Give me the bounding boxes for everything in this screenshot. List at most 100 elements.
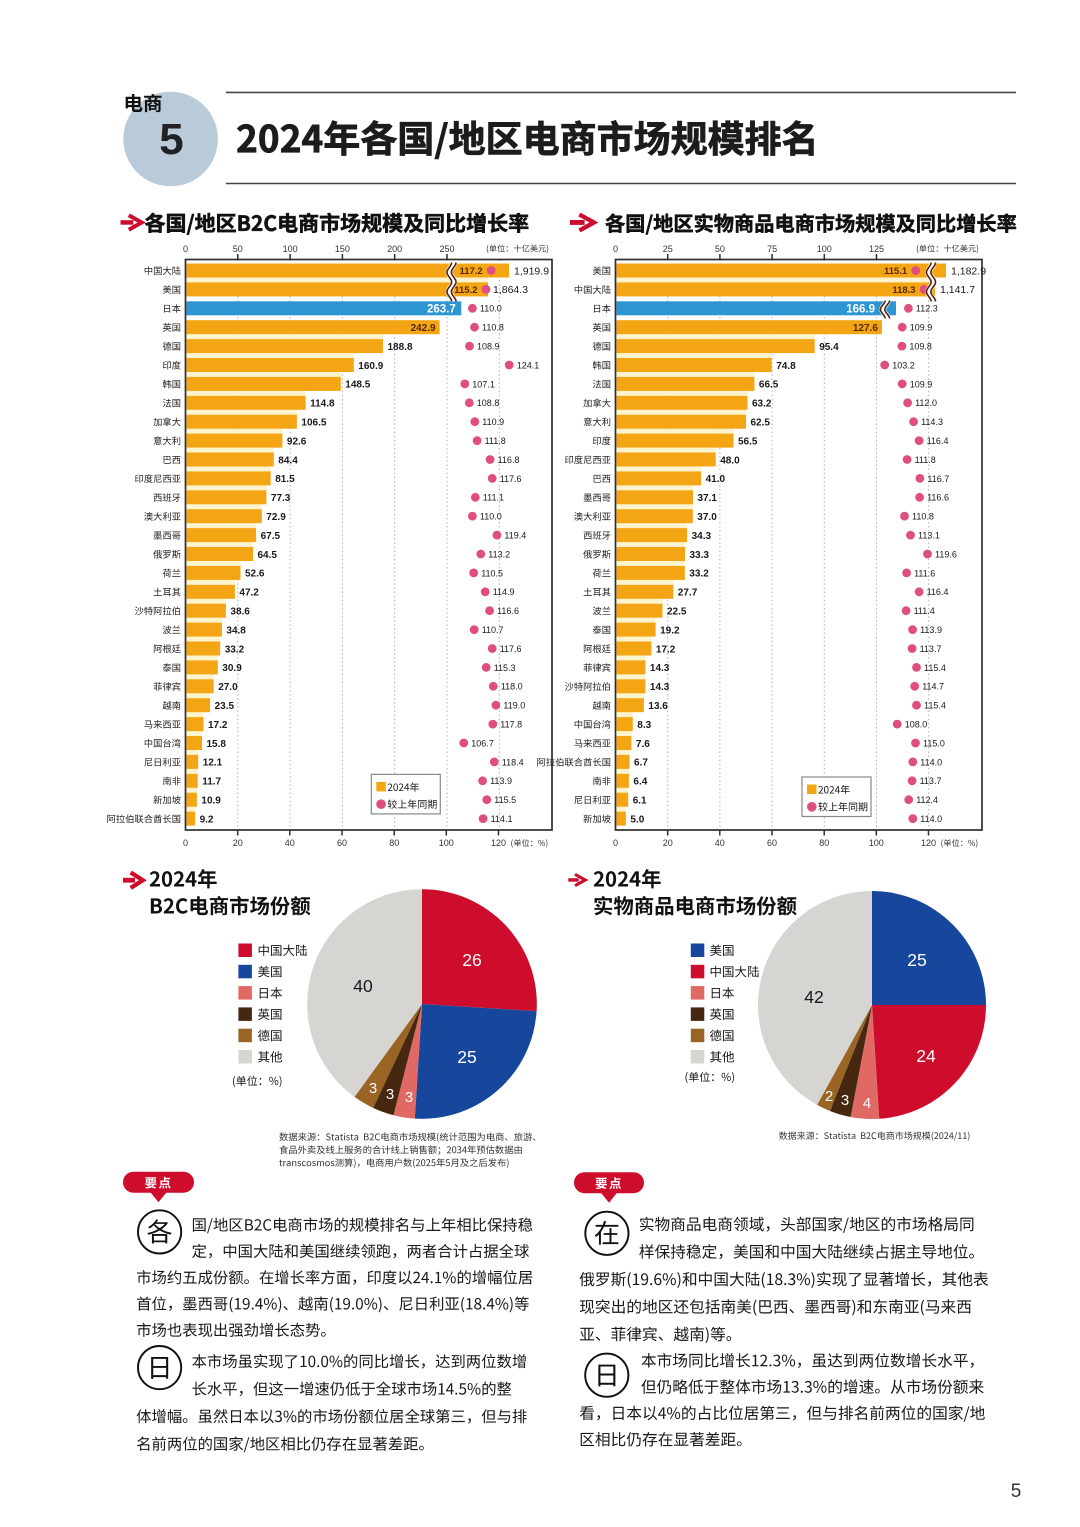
svg-text:4: 4 (863, 1095, 871, 1112)
svg-text:150: 150 (335, 244, 350, 254)
svg-text:34.8: 34.8 (226, 625, 246, 636)
svg-text:5: 5 (1011, 1481, 1022, 1502)
svg-text:114.3: 114.3 (921, 417, 943, 427)
svg-text:106.5: 106.5 (301, 418, 326, 429)
svg-text:118.0: 118.0 (501, 682, 523, 692)
svg-text:120: 120 (491, 838, 506, 848)
svg-text:112.4: 112.4 (916, 795, 938, 805)
svg-text:166.9: 166.9 (846, 304, 875, 316)
svg-text:242.9: 242.9 (411, 323, 436, 334)
svg-text:17.2: 17.2 (656, 644, 676, 655)
svg-text:117.2: 117.2 (459, 266, 482, 277)
svg-text:119.4: 119.4 (504, 531, 526, 541)
svg-text:1,182.9: 1,182.9 (951, 265, 986, 277)
svg-text:56.5: 56.5 (738, 436, 758, 447)
svg-text:110.8: 110.8 (912, 512, 934, 522)
svg-text:19.2: 19.2 (660, 625, 680, 636)
svg-text:50: 50 (233, 244, 243, 254)
svg-text:188.8: 188.8 (388, 342, 413, 353)
svg-text:116.6: 116.6 (927, 493, 949, 503)
svg-text:50: 50 (715, 244, 725, 254)
svg-text:63.2: 63.2 (752, 399, 772, 410)
svg-text:80: 80 (819, 838, 829, 848)
svg-text:66.5: 66.5 (759, 380, 779, 391)
svg-text:107.1: 107.1 (472, 379, 495, 389)
svg-text:27.0: 27.0 (218, 682, 238, 693)
svg-text:1,141.7: 1,141.7 (940, 284, 975, 296)
svg-text:110.9: 110.9 (482, 417, 504, 427)
svg-text:110.5: 110.5 (481, 568, 503, 578)
svg-text:62.5: 62.5 (751, 418, 771, 429)
svg-text:9.2: 9.2 (200, 814, 214, 825)
svg-text:100: 100 (439, 838, 454, 848)
svg-text:113.9: 113.9 (490, 776, 512, 786)
svg-text:116.4: 116.4 (927, 587, 949, 597)
svg-text:114.8: 114.8 (310, 399, 335, 410)
svg-text:95.4: 95.4 (819, 342, 839, 353)
svg-text:124.1: 124.1 (517, 360, 540, 370)
svg-text:5: 5 (159, 115, 183, 164)
svg-text:3: 3 (386, 1086, 394, 1103)
svg-text:110.8: 110.8 (482, 323, 504, 333)
svg-text:52.6: 52.6 (245, 569, 265, 580)
svg-text:100: 100 (817, 244, 832, 254)
svg-text:108.8: 108.8 (477, 398, 500, 408)
svg-text:67.5: 67.5 (261, 531, 281, 542)
svg-text:160.9: 160.9 (358, 361, 383, 372)
svg-text:72.9: 72.9 (266, 512, 286, 523)
svg-text:111.8: 111.8 (485, 436, 506, 446)
svg-text:116.4: 116.4 (927, 436, 949, 446)
svg-text:114.0: 114.0 (920, 757, 942, 767)
svg-text:92.6: 92.6 (287, 436, 307, 447)
svg-text:115.4: 115.4 (924, 701, 946, 711)
svg-text:263.7: 263.7 (427, 304, 456, 316)
svg-text:108.9: 108.9 (477, 342, 500, 352)
svg-text:0: 0 (613, 838, 618, 848)
svg-text:20: 20 (233, 838, 243, 848)
svg-text:100: 100 (869, 838, 884, 848)
svg-text:14.3: 14.3 (650, 682, 670, 693)
svg-text:37.1: 37.1 (698, 493, 718, 504)
svg-text:14.3: 14.3 (650, 663, 670, 674)
svg-text:25: 25 (663, 244, 673, 254)
svg-text:112.3: 112.3 (916, 304, 938, 314)
svg-text:0: 0 (613, 244, 618, 254)
svg-text:106.7: 106.7 (471, 738, 494, 748)
svg-text:25: 25 (457, 1047, 476, 1067)
svg-text:115.1: 115.1 (884, 266, 908, 277)
svg-text:6.4: 6.4 (633, 777, 647, 788)
svg-text:81.5: 81.5 (275, 474, 295, 485)
svg-text:25: 25 (907, 950, 926, 970)
svg-text:80: 80 (389, 838, 399, 848)
svg-text:109.8: 109.8 (909, 342, 932, 352)
svg-text:111.1: 111.1 (483, 493, 504, 503)
svg-text:33.2: 33.2 (689, 569, 709, 580)
svg-text:118.4: 118.4 (502, 757, 524, 767)
svg-text:26: 26 (462, 950, 481, 970)
svg-text:77.3: 77.3 (271, 493, 291, 504)
svg-text:60: 60 (767, 838, 777, 848)
svg-text:8.3: 8.3 (637, 720, 651, 731)
svg-text:115.5: 115.5 (494, 795, 516, 805)
svg-text:7.6: 7.6 (636, 739, 650, 750)
svg-text:33.2: 33.2 (225, 644, 245, 655)
svg-text:3: 3 (405, 1089, 413, 1106)
svg-text:127.6: 127.6 (853, 323, 878, 334)
svg-text:0: 0 (183, 244, 188, 254)
svg-text:250: 250 (439, 244, 454, 254)
svg-text:108.0: 108.0 (905, 720, 928, 730)
svg-text:117.8: 117.8 (500, 720, 522, 730)
svg-text:120: 120 (921, 838, 936, 848)
svg-text:75: 75 (767, 244, 777, 254)
svg-text:110.0: 110.0 (480, 304, 502, 314)
svg-text:38.6: 38.6 (230, 607, 250, 618)
svg-text:110.0: 110.0 (480, 512, 502, 522)
svg-text:5.0: 5.0 (630, 814, 644, 825)
svg-text:117.6: 117.6 (500, 644, 522, 654)
svg-text:116.6: 116.6 (497, 606, 519, 616)
svg-text:113.9: 113.9 (920, 625, 942, 635)
svg-text:47.2: 47.2 (239, 588, 259, 599)
svg-text:1,864.3: 1,864.3 (493, 284, 528, 296)
svg-text:200: 200 (387, 244, 402, 254)
svg-text:119.0: 119.0 (503, 701, 525, 711)
